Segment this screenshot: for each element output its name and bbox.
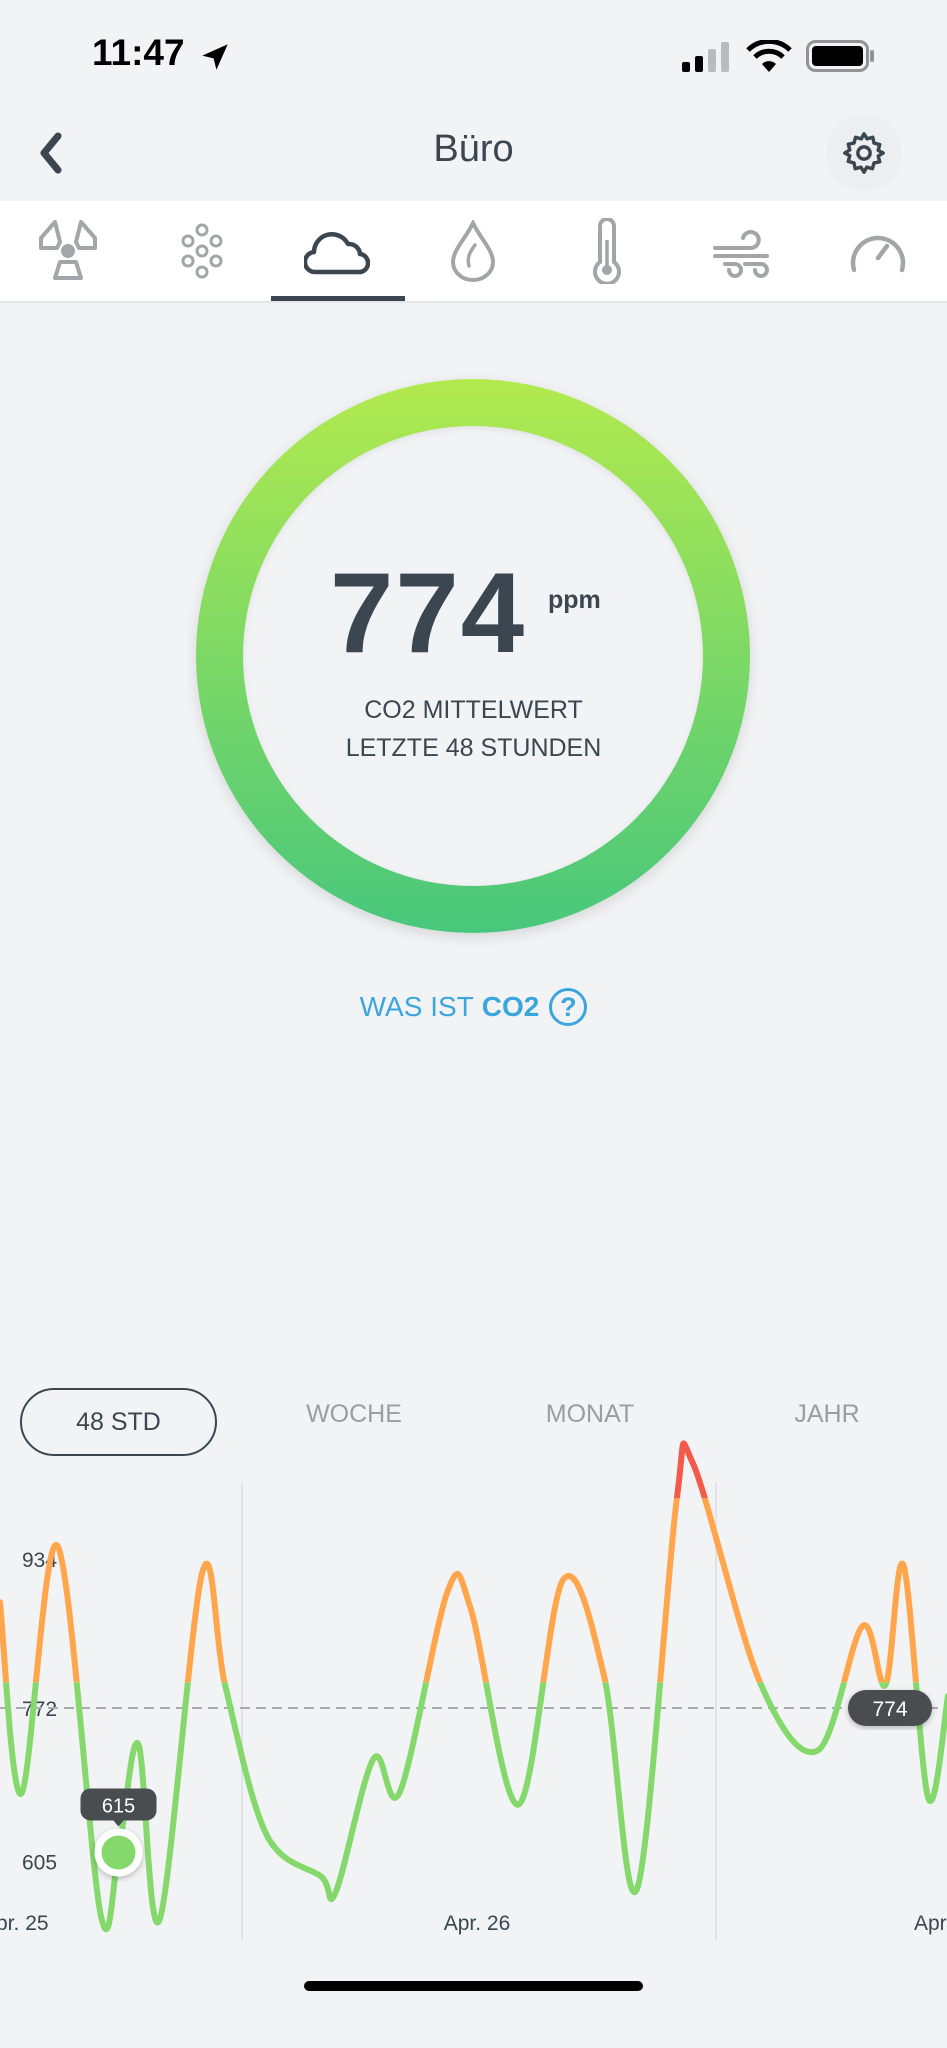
selected-point-dot — [101, 1835, 136, 1870]
data-point — [135, 1741, 141, 1747]
data-point — [925, 1795, 931, 1801]
selected-point-label: 615 — [102, 1795, 135, 1817]
chevron-left-icon[interactable] — [30, 128, 74, 178]
home-indicator — [304, 1981, 643, 1991]
data-point — [882, 1682, 888, 1688]
particles-icon — [181, 223, 223, 279]
data-point — [757, 1680, 763, 1686]
data-point — [264, 1832, 270, 1838]
battery-icon — [806, 40, 874, 72]
page-title: Büro — [433, 128, 514, 170]
data-point — [318, 1873, 324, 1879]
gear-icon — [843, 132, 885, 174]
data-point — [690, 1460, 696, 1466]
help-circle-icon: ? — [549, 988, 588, 1026]
data-point — [55, 1543, 61, 1549]
y-tick-label: 772 — [22, 1698, 57, 1721]
data-point — [901, 1562, 907, 1568]
tab-co2[interactable] — [277, 201, 397, 301]
data-point — [18, 1791, 24, 1797]
data-point — [97, 1910, 103, 1916]
info-link-prefix: WAS IST — [359, 991, 474, 1022]
period-month[interactable]: MONAT — [545, 1400, 635, 1428]
info-link-term: CO2 — [481, 991, 540, 1022]
gauge-caption-line1: CO2 MITTELWERT — [364, 696, 583, 724]
data-point — [515, 1802, 521, 1808]
period-week[interactable]: WOCHE — [306, 1400, 402, 1428]
tab-humidity[interactable] — [413, 201, 533, 301]
data-point — [859, 1623, 865, 1629]
droplet-icon — [450, 220, 496, 282]
status-time: 11:47 — [92, 32, 185, 73]
data-point — [397, 1789, 403, 1795]
co2-line-warning — [0, 1498, 919, 1683]
period-48h[interactable]: 48 STD — [20, 1388, 217, 1456]
radiation-icon — [39, 220, 97, 280]
data-point — [815, 1747, 821, 1753]
active-tab-indicator — [271, 296, 405, 301]
tab-radon[interactable] — [8, 201, 128, 301]
thermometer-icon — [593, 218, 621, 284]
x-tick-label: Apr. — [914, 1912, 947, 1935]
location-arrow-icon — [202, 44, 228, 70]
co2-gauge-ring — [196, 379, 750, 933]
data-point — [601, 1673, 607, 1679]
tab-particles[interactable] — [142, 201, 262, 301]
gauge-icon — [850, 235, 906, 273]
data-point — [673, 1499, 679, 1505]
selected-point-tooltip — [80, 1788, 157, 1821]
data-point — [199, 1569, 205, 1575]
tab-pressure[interactable] — [818, 201, 938, 301]
data-point — [634, 1886, 640, 1892]
sensor-tab-bar — [0, 201, 947, 303]
cellular-signal-icon — [682, 42, 729, 72]
co2-average-value: 774 — [330, 550, 527, 677]
data-point — [371, 1756, 377, 1762]
tab-temperature[interactable] — [547, 201, 667, 301]
x-tick-label: Apr. 26 — [444, 1912, 511, 1935]
data-point — [445, 1588, 451, 1594]
settings-button[interactable] — [826, 115, 902, 191]
data-point — [333, 1889, 339, 1895]
gauge-caption-line2: LETZTE 48 STUNDEN — [345, 734, 602, 762]
co2-line-chart[interactable]: 605 772 934 615 774 Apr. 25 Apr. 26 Apr. — [0, 1440, 947, 1960]
tab-voc[interactable] — [683, 201, 803, 301]
current-value-badge: 774 — [848, 1690, 932, 1726]
cloud-icon — [304, 232, 370, 275]
data-point — [560, 1577, 566, 1583]
y-tick-label: 605 — [22, 1852, 57, 1875]
data-point — [222, 1684, 228, 1690]
period-year[interactable]: JAHR — [794, 1400, 860, 1428]
co2-unit: ppm — [548, 586, 601, 614]
x-tick-label: Apr. 25 — [0, 1912, 49, 1935]
data-point — [468, 1606, 474, 1612]
what-is-co2-link[interactable]: WAS IST CO2 ? — [0, 988, 947, 1026]
wifi-icon — [746, 40, 792, 72]
current-value-label: 774 — [872, 1698, 907, 1721]
data-point — [157, 1917, 163, 1923]
wind-icon — [713, 230, 769, 278]
